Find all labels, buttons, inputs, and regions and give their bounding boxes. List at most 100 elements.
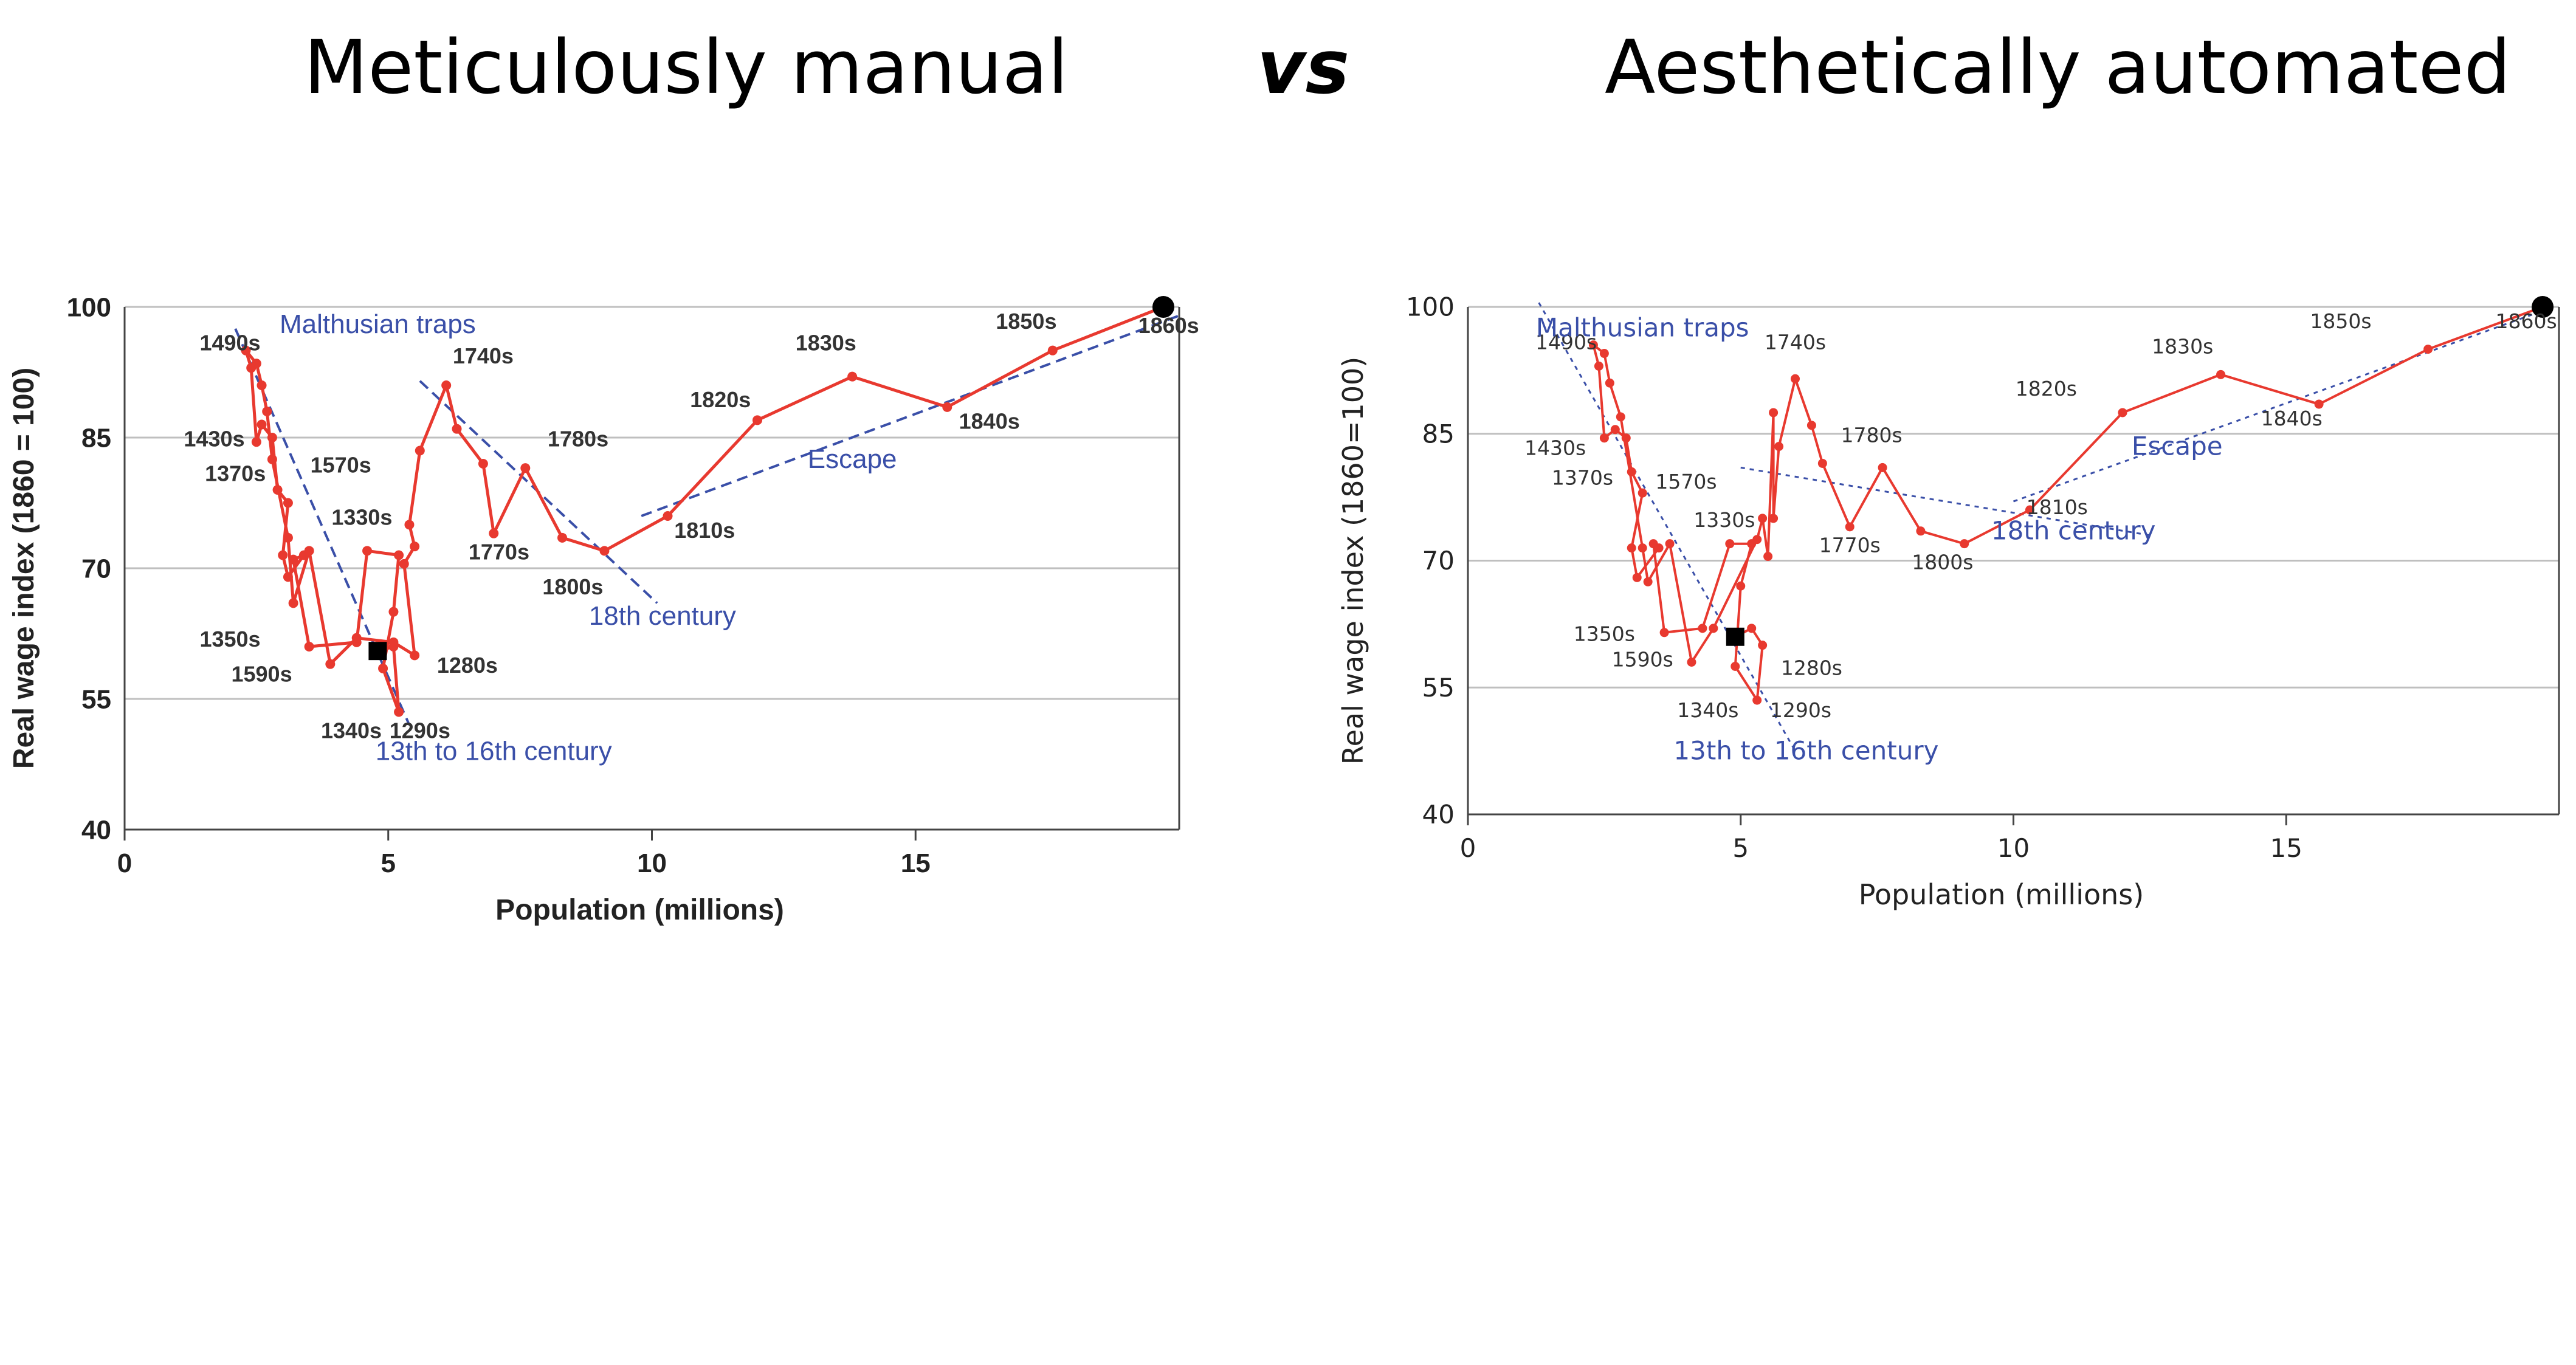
data-point (1638, 488, 1647, 498)
data-point (283, 532, 293, 543)
data-point (2423, 345, 2433, 354)
data-point (1698, 624, 1707, 633)
endpoint-marker (2532, 296, 2554, 318)
y-tick-label: 70 (81, 554, 111, 583)
data-point (1763, 552, 1773, 562)
point-label: 1860s (2496, 309, 2557, 333)
data-point (1643, 577, 1653, 586)
data-point (362, 546, 373, 556)
data-point (1916, 526, 1926, 536)
data-point (378, 663, 388, 673)
right-heading: Aesthetically automated (1605, 24, 2511, 111)
data-point (1752, 535, 1762, 545)
data-point (942, 402, 952, 412)
y-axis-label: Real wage index (1860 = 100) (8, 368, 40, 769)
data-point (1627, 543, 1636, 553)
x-tick-label: 5 (381, 848, 396, 878)
data-point (388, 637, 399, 647)
highlight-marker (368, 642, 387, 661)
x-tick-label: 10 (1997, 833, 2030, 863)
highlight-marker (1726, 627, 1744, 646)
data-point (441, 380, 452, 390)
point-label: 1590s (231, 661, 292, 686)
x-tick-label: 0 (1460, 833, 1476, 863)
y-tick-label: 55 (81, 684, 111, 714)
point-label: 1820s (690, 387, 751, 412)
point-label: 1800s (1912, 550, 1973, 574)
point-label: 1830s (796, 331, 856, 356)
point-label: 1490s (1535, 331, 1597, 354)
data-point (478, 459, 488, 469)
data-point (752, 415, 762, 425)
y-tick-label: 85 (1422, 419, 1455, 449)
y-axis-label: Real wage index (1860=100) (1337, 357, 1369, 765)
y-tick-label: 55 (1422, 673, 1455, 703)
point-label: 1740s (1765, 331, 1826, 354)
data-point (1747, 624, 1757, 633)
data-point (1817, 458, 1827, 468)
x-tick-label: 5 (1732, 833, 1749, 863)
point-label: 1850s (2310, 309, 2371, 333)
y-tick-label: 85 (81, 423, 111, 453)
data-point (399, 559, 409, 569)
manual-chart: 40 55 70 85 100 0 5 10 15 Population (millions) Re… (8, 292, 1199, 926)
data-point (251, 359, 261, 369)
annotation-label: 18th century (589, 601, 736, 631)
point-label: 1840s (2261, 407, 2323, 430)
data-point (1659, 628, 1669, 638)
data-point (1687, 658, 1696, 667)
data-point (1845, 522, 1855, 532)
point-label: 1570s (1655, 470, 1717, 493)
point-label: 1780s (548, 426, 608, 451)
point-label: 1810s (2027, 495, 2088, 519)
data-point (663, 511, 673, 521)
point-label: 1770s (469, 540, 529, 565)
x-tick-label: 10 (637, 848, 667, 878)
data-point (520, 463, 531, 473)
data-point (1758, 514, 1768, 523)
data-point (304, 546, 314, 556)
point-label: 1590s (1612, 647, 1673, 671)
data-point (1731, 661, 1740, 671)
data-point (388, 607, 399, 617)
data-point (241, 345, 251, 356)
x-tick-label: 15 (2270, 833, 2302, 863)
x-tick-label: 0 (117, 848, 132, 878)
data-point (404, 520, 415, 530)
point-label: 1740s (453, 343, 514, 368)
trend-line (641, 314, 1180, 517)
point-label: 1780s (1841, 424, 1903, 447)
data-point (351, 633, 362, 643)
data-point (2314, 399, 2324, 409)
data-point (489, 528, 499, 538)
data-point (288, 598, 298, 608)
annotation-label: Malthusian traps (280, 309, 476, 339)
annotation-label: 13th to 16th century (376, 736, 612, 766)
data-point (1774, 442, 1784, 452)
data-point (599, 546, 610, 556)
annotation-label: Escape (2132, 432, 2223, 461)
data-point (257, 419, 267, 430)
data-point (272, 485, 283, 495)
data-point (1616, 412, 1625, 422)
data-point (267, 454, 277, 464)
annotation-label: Escape (808, 444, 897, 474)
data-point (1736, 581, 1746, 591)
data-point (394, 707, 404, 717)
y-tick-label: 40 (81, 815, 111, 845)
endpoint-marker (1152, 296, 1174, 318)
data-point (251, 437, 261, 447)
data-point (267, 433, 277, 442)
point-label: 1290s (1770, 698, 1831, 722)
data-point (278, 550, 288, 560)
series-line (244, 305, 1164, 713)
point-label: 1330s (1693, 508, 1755, 532)
trend-line (1538, 302, 1796, 752)
data-point (410, 542, 420, 552)
point-label: 1830s (2152, 335, 2213, 359)
annotation-label: 13th to 16th century (1673, 736, 1938, 766)
data-point (1665, 539, 1675, 549)
point-label: 1840s (959, 409, 1020, 434)
automated-chart: 40 55 70 85 100 0 5 10 15 Population (millions) Re… (1337, 292, 2560, 911)
point-label: 1490s (199, 331, 260, 356)
